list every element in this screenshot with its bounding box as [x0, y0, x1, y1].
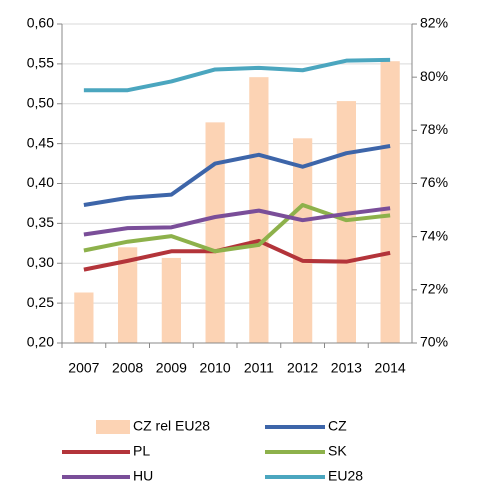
y2-tick-label: 74%	[420, 227, 448, 243]
legend-label: SK	[328, 443, 347, 459]
x-tick-label: 2011	[244, 360, 274, 376]
line-series	[83, 144, 391, 208]
line-series	[83, 57, 391, 93]
x-tick-label: 2012	[287, 360, 318, 376]
legend-label: HU	[133, 468, 153, 482]
legend-swatch	[96, 420, 130, 434]
legend-label: EU28	[328, 468, 363, 482]
bar	[205, 122, 225, 343]
y2-tick-label: 82%	[420, 15, 448, 31]
line-series	[83, 203, 391, 254]
y-tick-label: 0,45	[27, 134, 54, 150]
x-tick-label: 2013	[331, 360, 362, 376]
y-tick-label: 0,30	[27, 254, 54, 270]
y-tick-label: 0,35	[27, 214, 54, 230]
bar	[161, 257, 181, 343]
y2-tick-label: 80%	[420, 68, 448, 84]
bar	[293, 138, 313, 343]
y2-tick-label: 76%	[420, 174, 448, 190]
bar	[118, 247, 138, 343]
bar	[74, 292, 94, 343]
x-tick-label: 2007	[68, 360, 99, 376]
y2-tick-label: 78%	[420, 121, 448, 137]
legend-label: CZ rel EU28	[133, 418, 210, 434]
legend-label: PL	[133, 443, 150, 459]
x-tick-label: 2014	[375, 360, 406, 376]
x-tick-label: 2009	[156, 360, 187, 376]
y-tick-label: 0,25	[27, 294, 54, 310]
x-tick-label: 2010	[200, 360, 231, 376]
y-tick-label: 0,55	[27, 55, 54, 71]
line-series	[83, 206, 391, 237]
y2-tick-label: 72%	[420, 281, 448, 297]
x-tick-label: 2008	[112, 360, 143, 376]
y2-tick-label: 70%	[420, 334, 448, 350]
bar	[380, 61, 400, 343]
y-tick-label: 0,50	[27, 94, 54, 110]
legend-label: CZ	[328, 418, 347, 434]
y-tick-label: 0,40	[27, 174, 54, 190]
y-tick-label: 0,60	[27, 15, 54, 31]
y-tick-label: 0,20	[27, 334, 54, 350]
